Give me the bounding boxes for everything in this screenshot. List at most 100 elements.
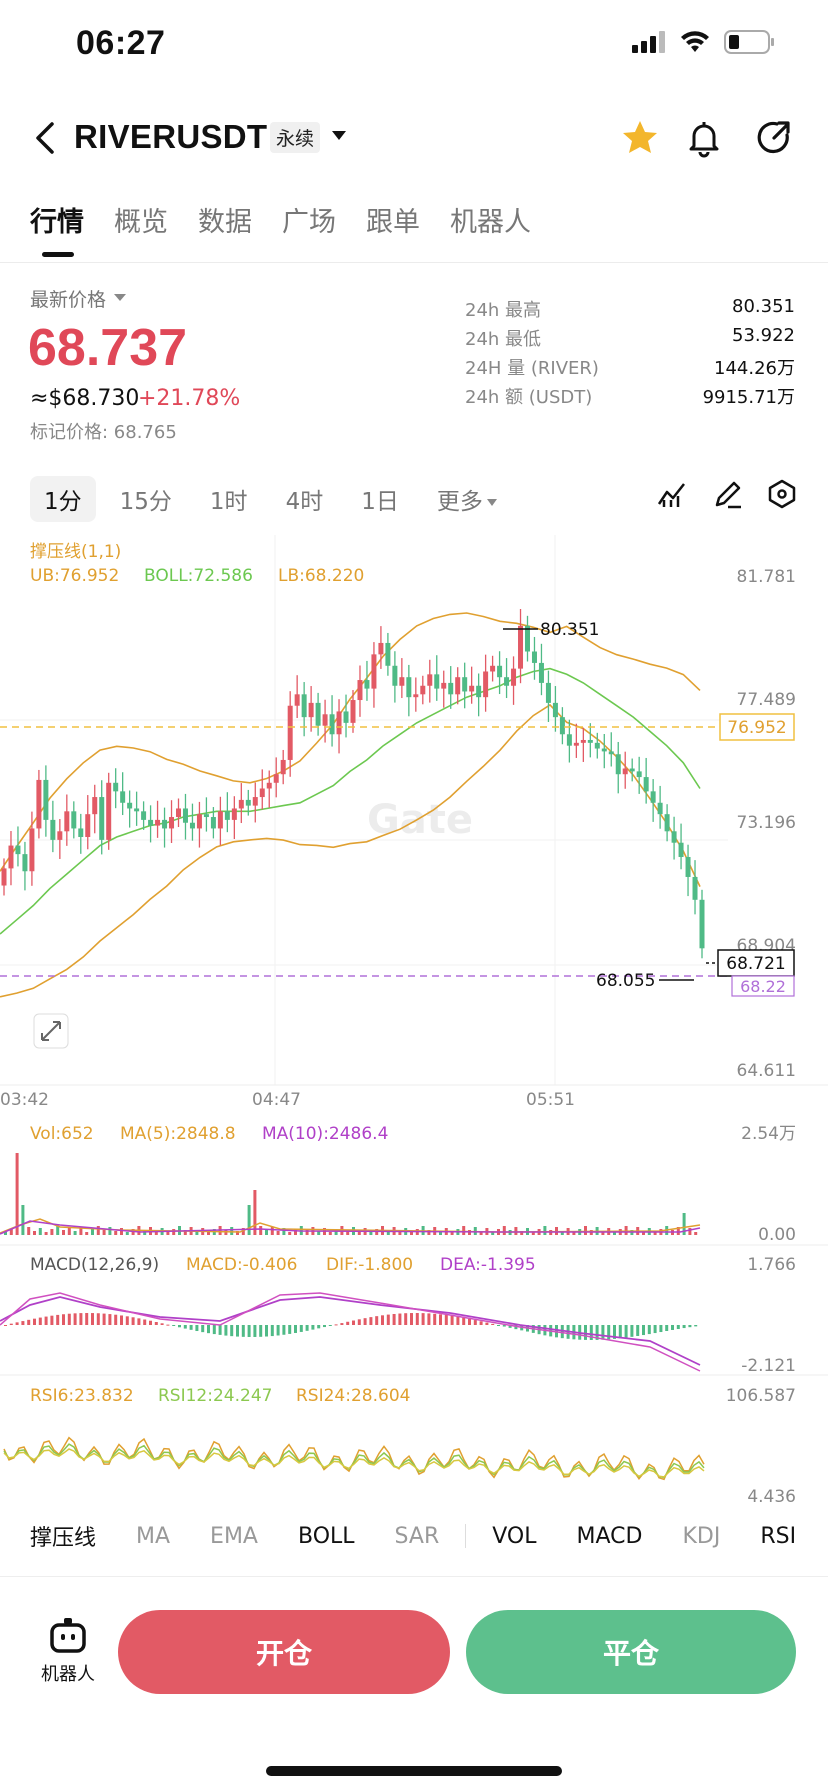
candle: [434, 674, 440, 689]
volume-bar: [207, 1232, 210, 1235]
candle: [448, 682, 454, 695]
close-position-button[interactable]: 平仓: [466, 1610, 796, 1694]
settings-button[interactable]: [766, 478, 798, 510]
volume-bar: [328, 1232, 332, 1235]
alert-button[interactable]: [684, 118, 724, 158]
ind-tab-kdj[interactable]: KDJ: [682, 1523, 721, 1549]
macd-bar: [607, 1325, 611, 1340]
tab-overview[interactable]: 概览: [114, 207, 168, 238]
macd-bar: [433, 1313, 437, 1325]
candle: [587, 739, 593, 743]
volume-bar: [56, 1226, 60, 1235]
candle: [308, 702, 314, 718]
interval-1d[interactable]: 1日: [361, 489, 399, 515]
candle: [441, 682, 447, 689]
volume-bar: [125, 1232, 129, 1235]
candle: [685, 856, 691, 877]
kline-chart[interactable]: 撑压线(1,1) UB:76.952 BOLL:72.586 LB:68.220…: [0, 535, 828, 1515]
chevron-down-icon[interactable]: [114, 294, 126, 301]
macd-bar: [613, 1325, 616, 1339]
tab-market[interactable]: 行情: [30, 207, 84, 238]
y-tick: 81.781: [737, 567, 796, 587]
macd-bar: [305, 1325, 309, 1331]
ind-tab-sar[interactable]: SAR: [394, 1523, 440, 1549]
ind-tab-ema[interactable]: EMA: [210, 1523, 258, 1549]
indicator-button[interactable]: [656, 478, 688, 510]
ind-tab-rsi[interactable]: RSI: [760, 1523, 797, 1549]
candle: [699, 899, 705, 949]
macd-bar: [172, 1325, 176, 1326]
tab-data[interactable]: 数据: [198, 207, 252, 238]
candle: [601, 748, 607, 752]
volume-bar: [154, 1231, 158, 1235]
macd-bar: [676, 1325, 680, 1329]
macd-bar: [381, 1315, 384, 1325]
macd-bar: [497, 1325, 500, 1326]
interval-1m[interactable]: 1分: [30, 476, 96, 522]
macd-bar: [421, 1313, 425, 1325]
candle: [196, 814, 202, 829]
candle: [224, 811, 230, 820]
candle: [259, 788, 265, 798]
x-tick: 04:47: [252, 1090, 301, 1110]
interval-15m[interactable]: 15分: [119, 489, 172, 515]
contract-type-tag[interactable]: 永续: [270, 122, 321, 153]
interval-4h[interactable]: 4时: [285, 489, 324, 515]
interval-1h[interactable]: 1时: [209, 489, 248, 515]
expand-button[interactable]: [33, 1013, 69, 1049]
macd-bar: [624, 1325, 628, 1338]
macd-bar: [462, 1317, 466, 1325]
open-position-button[interactable]: 开仓: [118, 1610, 450, 1694]
candle: [504, 677, 510, 686]
ind-tab-ma[interactable]: MA: [136, 1523, 171, 1549]
macd-panel: [0, 1292, 701, 1372]
vol-ma10-legend: MA(10):2486.4: [262, 1124, 388, 1144]
chevron-down-icon[interactable]: [332, 131, 346, 140]
ind-tab-boll[interactable]: BOLL: [297, 1523, 355, 1549]
ind-tab-macd[interactable]: MACD: [576, 1523, 643, 1549]
last-price-label[interactable]: 最新价格: [30, 289, 107, 311]
back-button[interactable]: [26, 118, 66, 158]
macd-bar: [317, 1325, 321, 1329]
tab-square[interactable]: 广场: [282, 207, 336, 238]
volume-bar: [114, 1231, 118, 1235]
macd-bar: [346, 1321, 350, 1325]
macd-bar: [328, 1325, 332, 1326]
volume-bar: [502, 1226, 506, 1235]
hexagon-settings-icon: [768, 479, 796, 509]
tab-copy-trade[interactable]: 跟单: [366, 207, 420, 238]
macd-bar: [618, 1325, 622, 1339]
interval-more[interactable]: 更多: [423, 476, 511, 522]
macd-bar: [149, 1320, 152, 1325]
favorite-button[interactable]: [620, 118, 660, 158]
candle: [615, 754, 621, 775]
stat-volume: 24H 量 (RIVER) 144.26万: [465, 354, 795, 380]
volume-panel: [0, 1153, 701, 1235]
candle: [622, 768, 628, 775]
candle: [636, 771, 642, 778]
divider: [0, 1576, 828, 1577]
ind-tab-vol[interactable]: VOL: [492, 1523, 537, 1549]
macd-bar: [201, 1325, 205, 1333]
share-button[interactable]: [754, 118, 794, 158]
candle: [657, 802, 663, 815]
draw-button[interactable]: [712, 478, 744, 510]
dea-line: [0, 1296, 701, 1366]
tab-bot[interactable]: 机器人: [450, 207, 531, 238]
macd-bar: [44, 1316, 48, 1325]
symbol-title[interactable]: RIVERUSDT: [74, 118, 268, 155]
main-tabs: 行情 概览 数据 广场 跟单 机器人: [30, 200, 531, 239]
rsi6-legend: RSI6:23.832: [30, 1386, 134, 1406]
robot-button[interactable]: 机器人: [34, 1618, 102, 1686]
candle: [566, 734, 572, 746]
candle: [406, 677, 412, 698]
candle: [71, 811, 77, 829]
ind-tab-sr[interactable]: 撑压线: [30, 1526, 97, 1551]
macd-bar: [560, 1325, 564, 1339]
battery-icon: [724, 30, 774, 54]
candle: [127, 802, 133, 809]
macd-bar: [253, 1325, 257, 1337]
ub-price-tag: 76.952: [719, 713, 795, 741]
macd-bar: [96, 1313, 100, 1325]
macd-bar: [91, 1313, 94, 1325]
